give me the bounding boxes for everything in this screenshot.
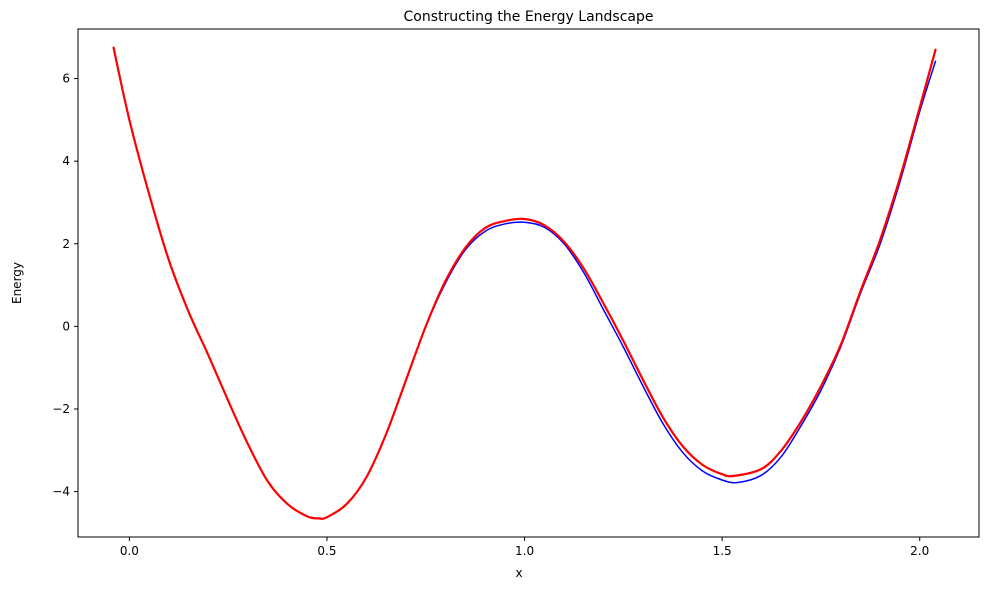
x-axis-ticks: 0.0 0.5 1.0 1.5 2.0 bbox=[120, 537, 929, 558]
y-tick-label: 2 bbox=[62, 237, 70, 251]
y-tick-label: 6 bbox=[62, 72, 70, 86]
chart-title: Constructing the Energy Landscape bbox=[403, 9, 653, 25]
x-tick-label: 0.0 bbox=[120, 544, 139, 558]
y-tick-label: 4 bbox=[62, 154, 70, 168]
y-tick-label: −4 bbox=[52, 485, 70, 499]
series-line-1 bbox=[112, 48, 937, 520]
y-axis-ticks: −4 −2 0 2 4 6 bbox=[52, 72, 78, 499]
plot-frame bbox=[77, 28, 980, 538]
x-tick-label: 0.5 bbox=[317, 544, 336, 558]
x-axis-label: x bbox=[515, 566, 522, 580]
y-tick-label: 0 bbox=[62, 319, 70, 333]
x-tick-label: 2.0 bbox=[910, 544, 929, 558]
series-layer bbox=[112, 46, 937, 520]
y-axis-label: Energy bbox=[10, 262, 24, 304]
y-tick-label: −2 bbox=[52, 402, 70, 416]
x-tick-label: 1.5 bbox=[713, 544, 732, 558]
series-line-2 bbox=[112, 46, 937, 520]
x-tick-label: 1.0 bbox=[515, 544, 534, 558]
